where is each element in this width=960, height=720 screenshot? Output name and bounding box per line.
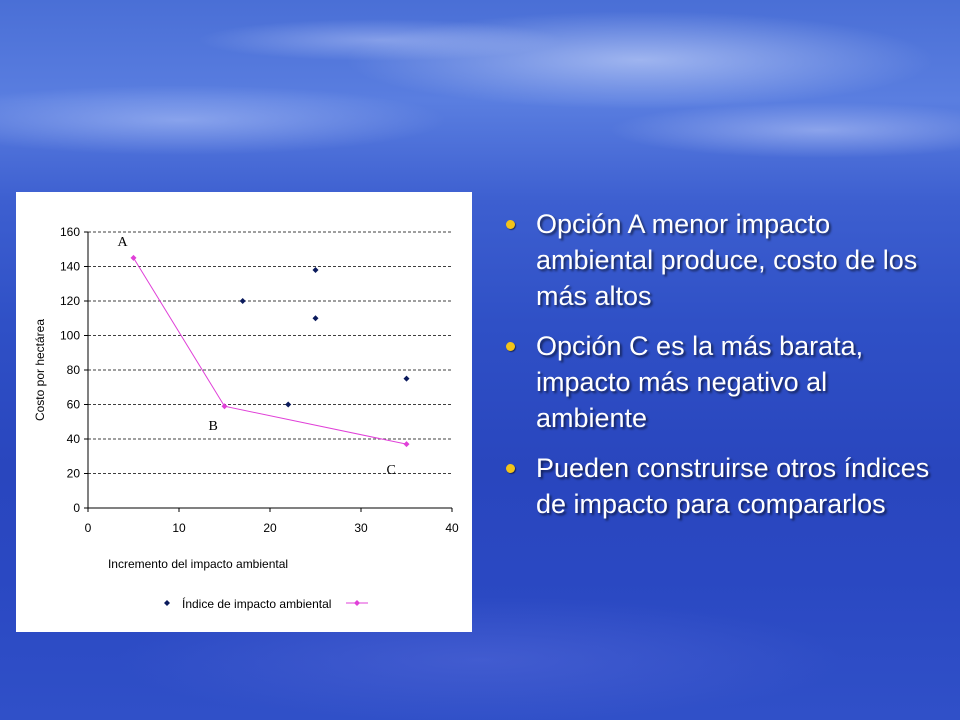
point-label-c: C	[387, 463, 396, 478]
scatter-point	[285, 401, 292, 408]
y-tick-label: 120	[60, 294, 80, 308]
bullet-text: Opción C es la más barata, impacto más n…	[536, 331, 864, 433]
scatter-point	[403, 375, 410, 382]
bullet-text: Pueden construirse otros índices de impa…	[536, 453, 930, 519]
bullet-icon	[506, 464, 515, 473]
y-tick-label: 60	[67, 398, 81, 412]
line-point	[130, 254, 137, 261]
scatter-chart: 0 20 40 60 80 100 120 140 160 0 10 20 30 40 A B C Incre…	[33, 225, 459, 611]
legend-scatter-marker	[164, 600, 170, 606]
scatter-point	[239, 298, 246, 304]
y-tick-label: 140	[60, 260, 80, 274]
bullet-item: Pueden construirse otros índices de impa…	[500, 450, 930, 522]
x-tick-label: 0	[85, 521, 92, 535]
y-tick-label: 0	[73, 501, 80, 515]
point-annotations: A B C	[118, 235, 396, 478]
bullet-item: Opción C es la más barata, impacto más n…	[500, 328, 930, 436]
legend: Índice de impacto ambiental	[164, 596, 368, 611]
scatter-point	[312, 315, 319, 322]
x-tick-label: 10	[172, 521, 186, 535]
series-line	[133, 257, 407, 445]
x-tick-label: 40	[445, 521, 459, 535]
y-tick-label: 20	[67, 467, 81, 481]
x-axis-title: Incremento del impacto ambiental	[108, 557, 288, 571]
legend-line-marker	[354, 600, 360, 606]
x-tick-label: 30	[354, 521, 368, 535]
point-label-b: B	[209, 419, 218, 434]
line-point	[221, 403, 228, 410]
y-tick-label: 160	[60, 225, 80, 239]
grid-lines	[88, 231, 452, 474]
y-axis-title: Costo por hectárea	[33, 319, 47, 421]
y-tick-label: 100	[60, 329, 80, 343]
bullet-icon	[506, 342, 515, 351]
tick-labels: 0 20 40 60 80 100 120 140 160 0 10 20 30 40	[60, 225, 459, 535]
line-point	[403, 441, 410, 448]
bullet-icon	[506, 220, 515, 229]
y-tick-label: 40	[67, 432, 81, 446]
y-tick-label: 80	[67, 363, 81, 377]
legend-label: Índice de impacto ambiental	[182, 596, 331, 611]
chart-panel: 0 20 40 60 80 100 120 140 160 0 10 20 30 40 A B C Incre…	[16, 192, 472, 632]
x-tick-label: 20	[263, 521, 277, 535]
series	[130, 254, 410, 448]
scatter-point	[312, 266, 319, 273]
point-label-a: A	[118, 235, 129, 250]
bullet-text: Opción A menor impacto ambiental produce…	[536, 209, 918, 311]
bullet-item: Opción A menor impacto ambiental produce…	[500, 206, 930, 314]
bullet-list: Opción A menor impacto ambiental produce…	[500, 206, 930, 536]
axes	[84, 231, 453, 512]
